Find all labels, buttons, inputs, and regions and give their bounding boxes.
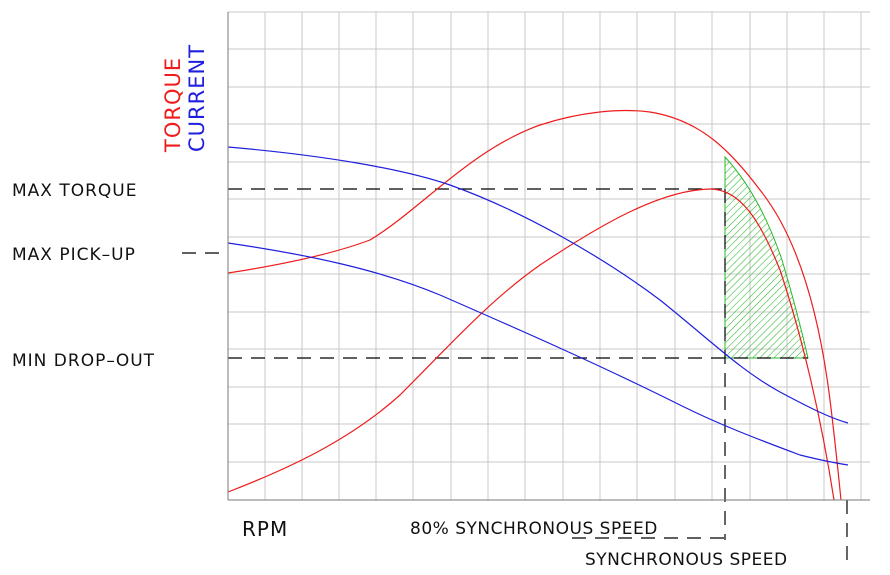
- max-torque-label: MAX TORQUE: [12, 181, 138, 201]
- synch80-label: 80% SYNCHRONOUS SPEED: [410, 519, 658, 539]
- current-curve-high: [227, 146, 849, 424]
- axes: [227, 12, 870, 501]
- y-axis-label-current: CURRENT: [185, 44, 209, 152]
- synch-label: SYNCHRONOUS SPEED: [585, 550, 788, 570]
- torque-curve-low: [227, 188, 835, 501]
- y-axis-label-torque: TORQUE: [161, 57, 185, 153]
- reference-lines: [182, 188, 848, 565]
- min-dropout-label: MIN DROP–OUT: [12, 351, 155, 371]
- synchronizing-torque-region: [724, 155, 809, 359]
- x-axis-label-rpm: RPM: [242, 517, 288, 541]
- max-pickup-label: MAX PICK–UP: [12, 245, 136, 265]
- torque-curve-high: [227, 109, 842, 501]
- current-curve-low: [227, 242, 849, 466]
